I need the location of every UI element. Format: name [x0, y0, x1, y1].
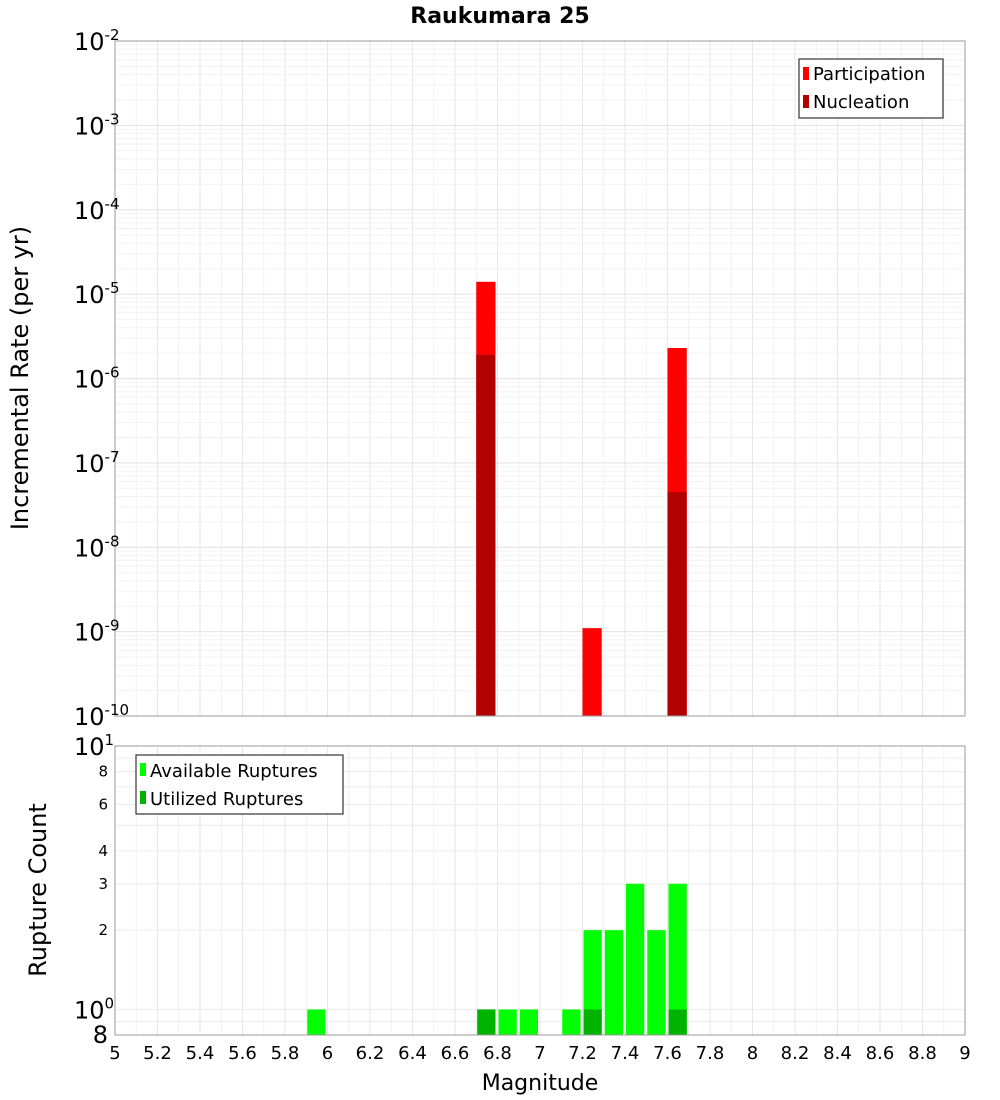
x-tick-label: 7.6	[653, 1043, 682, 1064]
bottom-y-axis-label: Rupture Count	[24, 803, 52, 977]
x-tick-label: 6.6	[441, 1043, 470, 1064]
x-tick-label: 7.2	[568, 1043, 597, 1064]
top-y-ticks: 10-10 10-9 10-8 10-7 10-6 10-5 10-4 10-3 10-2	[74, 26, 129, 731]
chart-title: Raukumara 25	[410, 4, 589, 29]
y-tick-label: 10-5	[74, 279, 120, 309]
available-ruptures-bar	[498, 1009, 517, 1035]
y-tick-label: 4	[98, 842, 108, 860]
top-bars	[476, 281, 687, 716]
x-tick-label: 5	[109, 1043, 120, 1064]
y-tick-label: 2	[98, 921, 108, 939]
available-ruptures-bar	[626, 883, 645, 1035]
legend-swatch-available-ruptures	[140, 763, 146, 776]
x-tick-label: 6	[322, 1043, 333, 1064]
available-ruptures-bar	[562, 1009, 581, 1035]
y-tick-label: 10-4	[74, 195, 120, 225]
available-ruptures-bar	[647, 930, 666, 1035]
x-tick-label: 5.4	[186, 1043, 215, 1064]
top-grid	[114, 41, 966, 717]
legend-swatch-nucleation	[803, 95, 809, 108]
x-tick-label: 8.6	[866, 1043, 895, 1064]
y-tick-label: 101	[74, 731, 114, 761]
x-tick-label: 6.4	[398, 1043, 427, 1064]
x-tick-label: 8.2	[781, 1043, 810, 1064]
legend-swatch-participation	[803, 67, 809, 80]
available-ruptures-bar	[307, 1009, 326, 1035]
top-plot-frame	[114, 40, 966, 717]
y-tick-label: 10-6	[74, 364, 120, 394]
nucleation-bar	[667, 492, 687, 716]
x-tick-label: 8	[747, 1043, 758, 1064]
y-tick-label: 3	[98, 875, 108, 893]
x-tick-label: 9	[959, 1043, 970, 1064]
bottom-bars	[307, 883, 687, 1035]
legend-label-available-ruptures: Available Ruptures	[150, 761, 318, 782]
legend-swatch-utilized-ruptures	[140, 791, 146, 804]
y-tick-label: 10-3	[74, 110, 120, 140]
bottom-plot-frame	[114, 745, 966, 1036]
x-tick-label: 5.8	[271, 1043, 300, 1064]
utilized-ruptures-bar	[583, 1009, 602, 1035]
y-tick-label: 6	[98, 795, 108, 813]
bottom-legend: Available Ruptures Utilized Ruptures	[135, 754, 344, 815]
y-tick-label: 10-7	[74, 448, 120, 478]
legend-label-participation: Participation	[813, 64, 925, 85]
bottom-legend-box	[135, 754, 344, 815]
x-tick-label: 8.4	[823, 1043, 852, 1064]
x-tick-label: 7.8	[696, 1043, 725, 1064]
legend-label-nucleation: Nucleation	[813, 92, 909, 113]
top-y-axis-label: Incremental Rate (per yr)	[6, 226, 34, 530]
available-ruptures-bar	[519, 1009, 538, 1035]
y-tick-label: 8	[93, 1021, 108, 1049]
x-tick-label: 7.4	[611, 1043, 640, 1064]
top-legend-box	[798, 58, 944, 119]
x-tick-label: 5.6	[228, 1043, 257, 1064]
y-tick-label: 100	[74, 994, 114, 1024]
x-tick-label: 6.2	[356, 1043, 385, 1064]
utilized-ruptures-bar	[668, 1009, 687, 1035]
nucleation-bar	[476, 354, 496, 716]
x-tick-label: 6.8	[483, 1043, 512, 1064]
top-legend: Participation Nucleation	[798, 58, 944, 119]
utilized-ruptures-bar	[477, 1009, 496, 1035]
participation-bar	[582, 628, 602, 716]
y-tick-label: 10-8	[74, 532, 120, 562]
x-ticks: 5 5.2 5.4 5.6 5.8 6 6.2 6.4 6.6 6.8 7 7.2 7.4 7.6 7.8 8…	[109, 1043, 970, 1064]
y-tick-label: 10-10	[74, 701, 129, 731]
x-axis-label: Magnitude	[482, 1071, 599, 1096]
y-tick-label: 10-9	[74, 617, 120, 647]
x-tick-label: 5.2	[143, 1043, 172, 1064]
y-tick-label: 10-2	[74, 26, 120, 56]
available-ruptures-bar	[604, 930, 623, 1035]
y-tick-label: 8	[98, 763, 108, 781]
x-tick-label: 7	[534, 1043, 545, 1064]
legend-label-utilized-ruptures: Utilized Ruptures	[150, 789, 303, 810]
available-ruptures-bar	[668, 883, 687, 1035]
x-tick-label: 8.8	[908, 1043, 937, 1064]
available-ruptures-bar	[583, 930, 602, 1035]
